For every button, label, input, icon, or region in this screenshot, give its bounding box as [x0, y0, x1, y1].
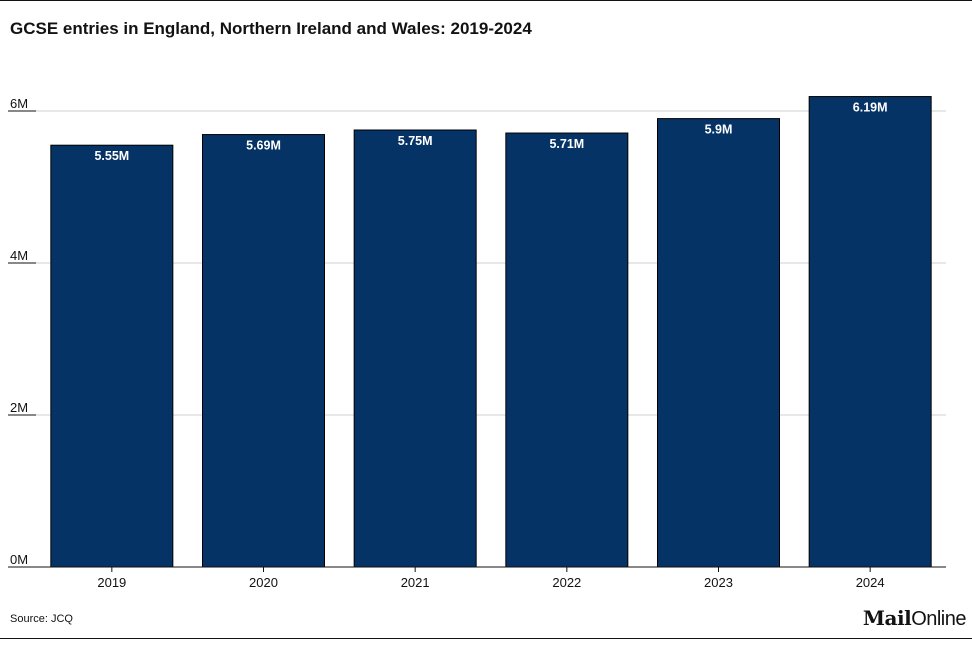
data-label: 5.55M: [94, 149, 129, 163]
mailonline-logo: MailOnline: [862, 606, 967, 631]
data-label: 6.19M: [853, 101, 888, 115]
bar-chart: 5.55M 5.69M 5.75M 5.71M 5.9M 6.19M 0M 2M 4M 6M 20…: [8, 96, 946, 590]
source-note: Source: JCQ: [10, 613, 73, 625]
x-tick-label: 2021: [401, 575, 430, 590]
y-tick-label: 0M: [10, 552, 28, 567]
logo-mail-text: Mail: [862, 606, 912, 630]
y-tick-label: 6M: [10, 96, 28, 111]
x-tick-label: 2023: [704, 575, 733, 590]
bottom-rule: [0, 638, 972, 639]
bar-2023: [657, 118, 780, 568]
y-tick-label: 2M: [10, 400, 28, 415]
logo-online-text: Online: [911, 608, 966, 630]
y-tick-label: 4M: [10, 248, 28, 263]
top-rule: [0, 0, 972, 1]
x-tick-label: 2020: [249, 575, 278, 590]
bar-2019: [50, 144, 174, 568]
data-label: 5.75M: [398, 134, 433, 148]
bar-2022: [505, 132, 629, 568]
chart-title: GCSE entries in England, Northern Irelan…: [10, 19, 532, 38]
x-tick-label: 2022: [552, 575, 581, 590]
axis-layer: 0M 2M 4M 6M 2019 2020 2021 2022 2023 2024: [10, 96, 946, 590]
data-label: 5.71M: [549, 137, 584, 151]
x-tick-label: 2024: [856, 575, 885, 590]
bar-layer: 5.55M 5.69M 5.75M 5.71M 5.9M 6.19M: [50, 96, 932, 568]
data-label: 5.69M: [246, 139, 281, 153]
bar-2024: [808, 96, 932, 568]
x-tick-label: 2019: [97, 575, 126, 590]
grid-layer: [8, 110, 946, 568]
bar-2020: [202, 134, 325, 568]
bar-2021: [353, 129, 477, 568]
data-label: 5.9M: [705, 123, 733, 137]
